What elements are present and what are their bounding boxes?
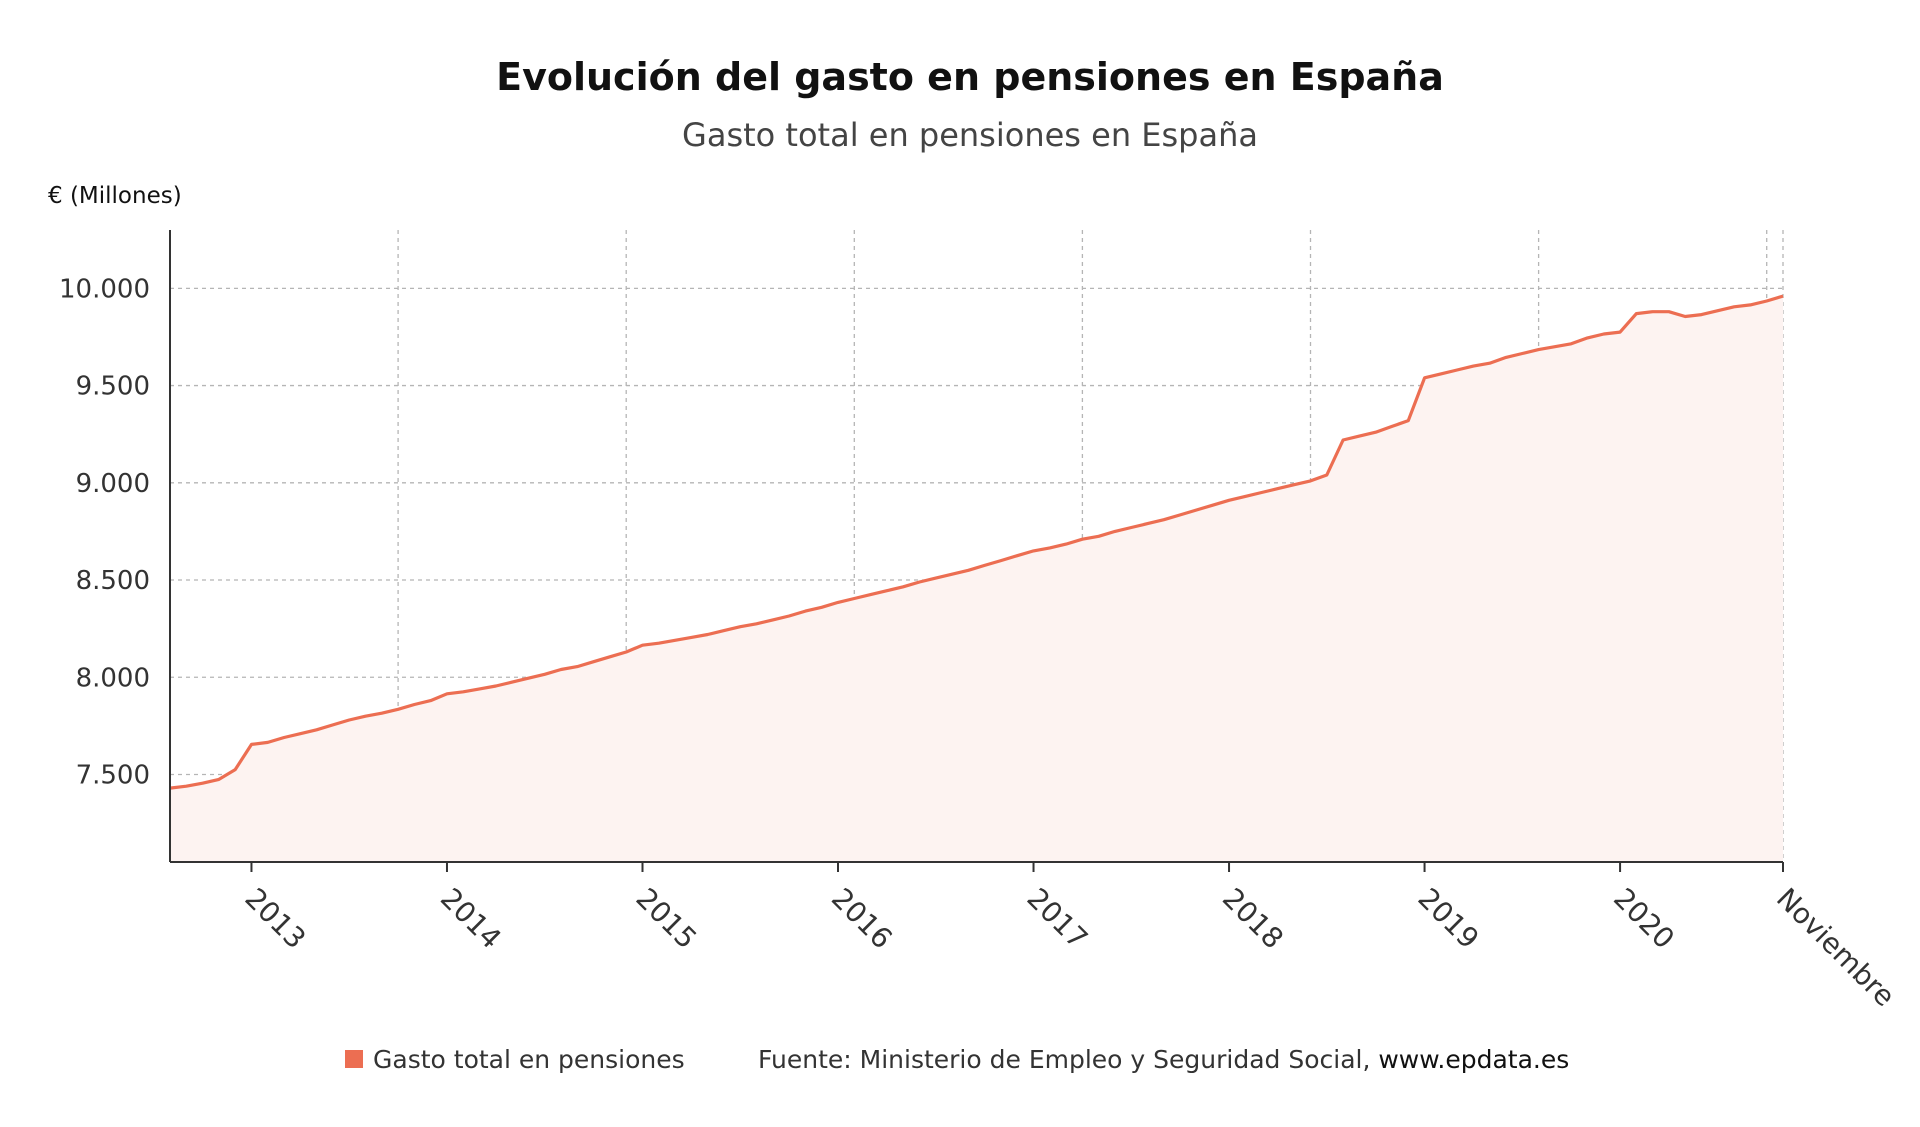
- x-tick-label: 2020: [1607, 882, 1681, 956]
- legend: Gasto total en pensiones: [345, 1045, 685, 1074]
- source-link[interactable]: www.epdata.es: [1378, 1045, 1569, 1074]
- x-tick-label: 2015: [630, 882, 704, 956]
- chart-subtitle: Gasto total en pensiones en España: [682, 116, 1258, 154]
- x-tick-labels: 2013 2014 2015 2016 2017 2018 2019 2020 Noviembr…: [239, 882, 1902, 1013]
- y-tick-label: 9.000: [76, 469, 150, 499]
- series-area: [170, 296, 1783, 863]
- y-tick-label: 9.500: [76, 372, 150, 402]
- x-tick-label: Noviembre: [1770, 882, 1901, 1013]
- x-tick-label: 2017: [1021, 882, 1095, 956]
- axes: [169, 230, 1784, 872]
- y-tick-label: 7.500: [76, 760, 150, 790]
- y-tick-label: 10.000: [59, 274, 150, 304]
- source-label: Fuente: Ministerio de Empleo y Seguridad…: [758, 1045, 1378, 1074]
- chart-title: Evolución del gasto en pensiones en Espa…: [496, 55, 1444, 99]
- y-axis-unit: € (Millones): [48, 183, 182, 209]
- x-tick-label: 2019: [1412, 882, 1486, 956]
- x-tick-label: 2018: [1216, 882, 1290, 956]
- source-note: Fuente: Ministerio de Empleo y Seguridad…: [758, 1045, 1569, 1074]
- y-tick-label: 8.000: [76, 663, 150, 693]
- x-tick-label: 2014: [434, 882, 508, 956]
- x-tick-label: 2016: [825, 882, 899, 956]
- y-tick-labels: 7.500 8.000 8.500 9.000 9.500 10.000: [59, 274, 150, 790]
- area-fill-layer: [170, 296, 1783, 863]
- series-line: [169, 294, 1784, 790]
- y-tick-label: 8.500: [76, 566, 150, 596]
- legend-label: Gasto total en pensiones: [373, 1045, 685, 1074]
- x-tick-label: 2013: [239, 882, 313, 956]
- series-line-layer: [169, 294, 1784, 790]
- legend-swatch: [345, 1050, 363, 1068]
